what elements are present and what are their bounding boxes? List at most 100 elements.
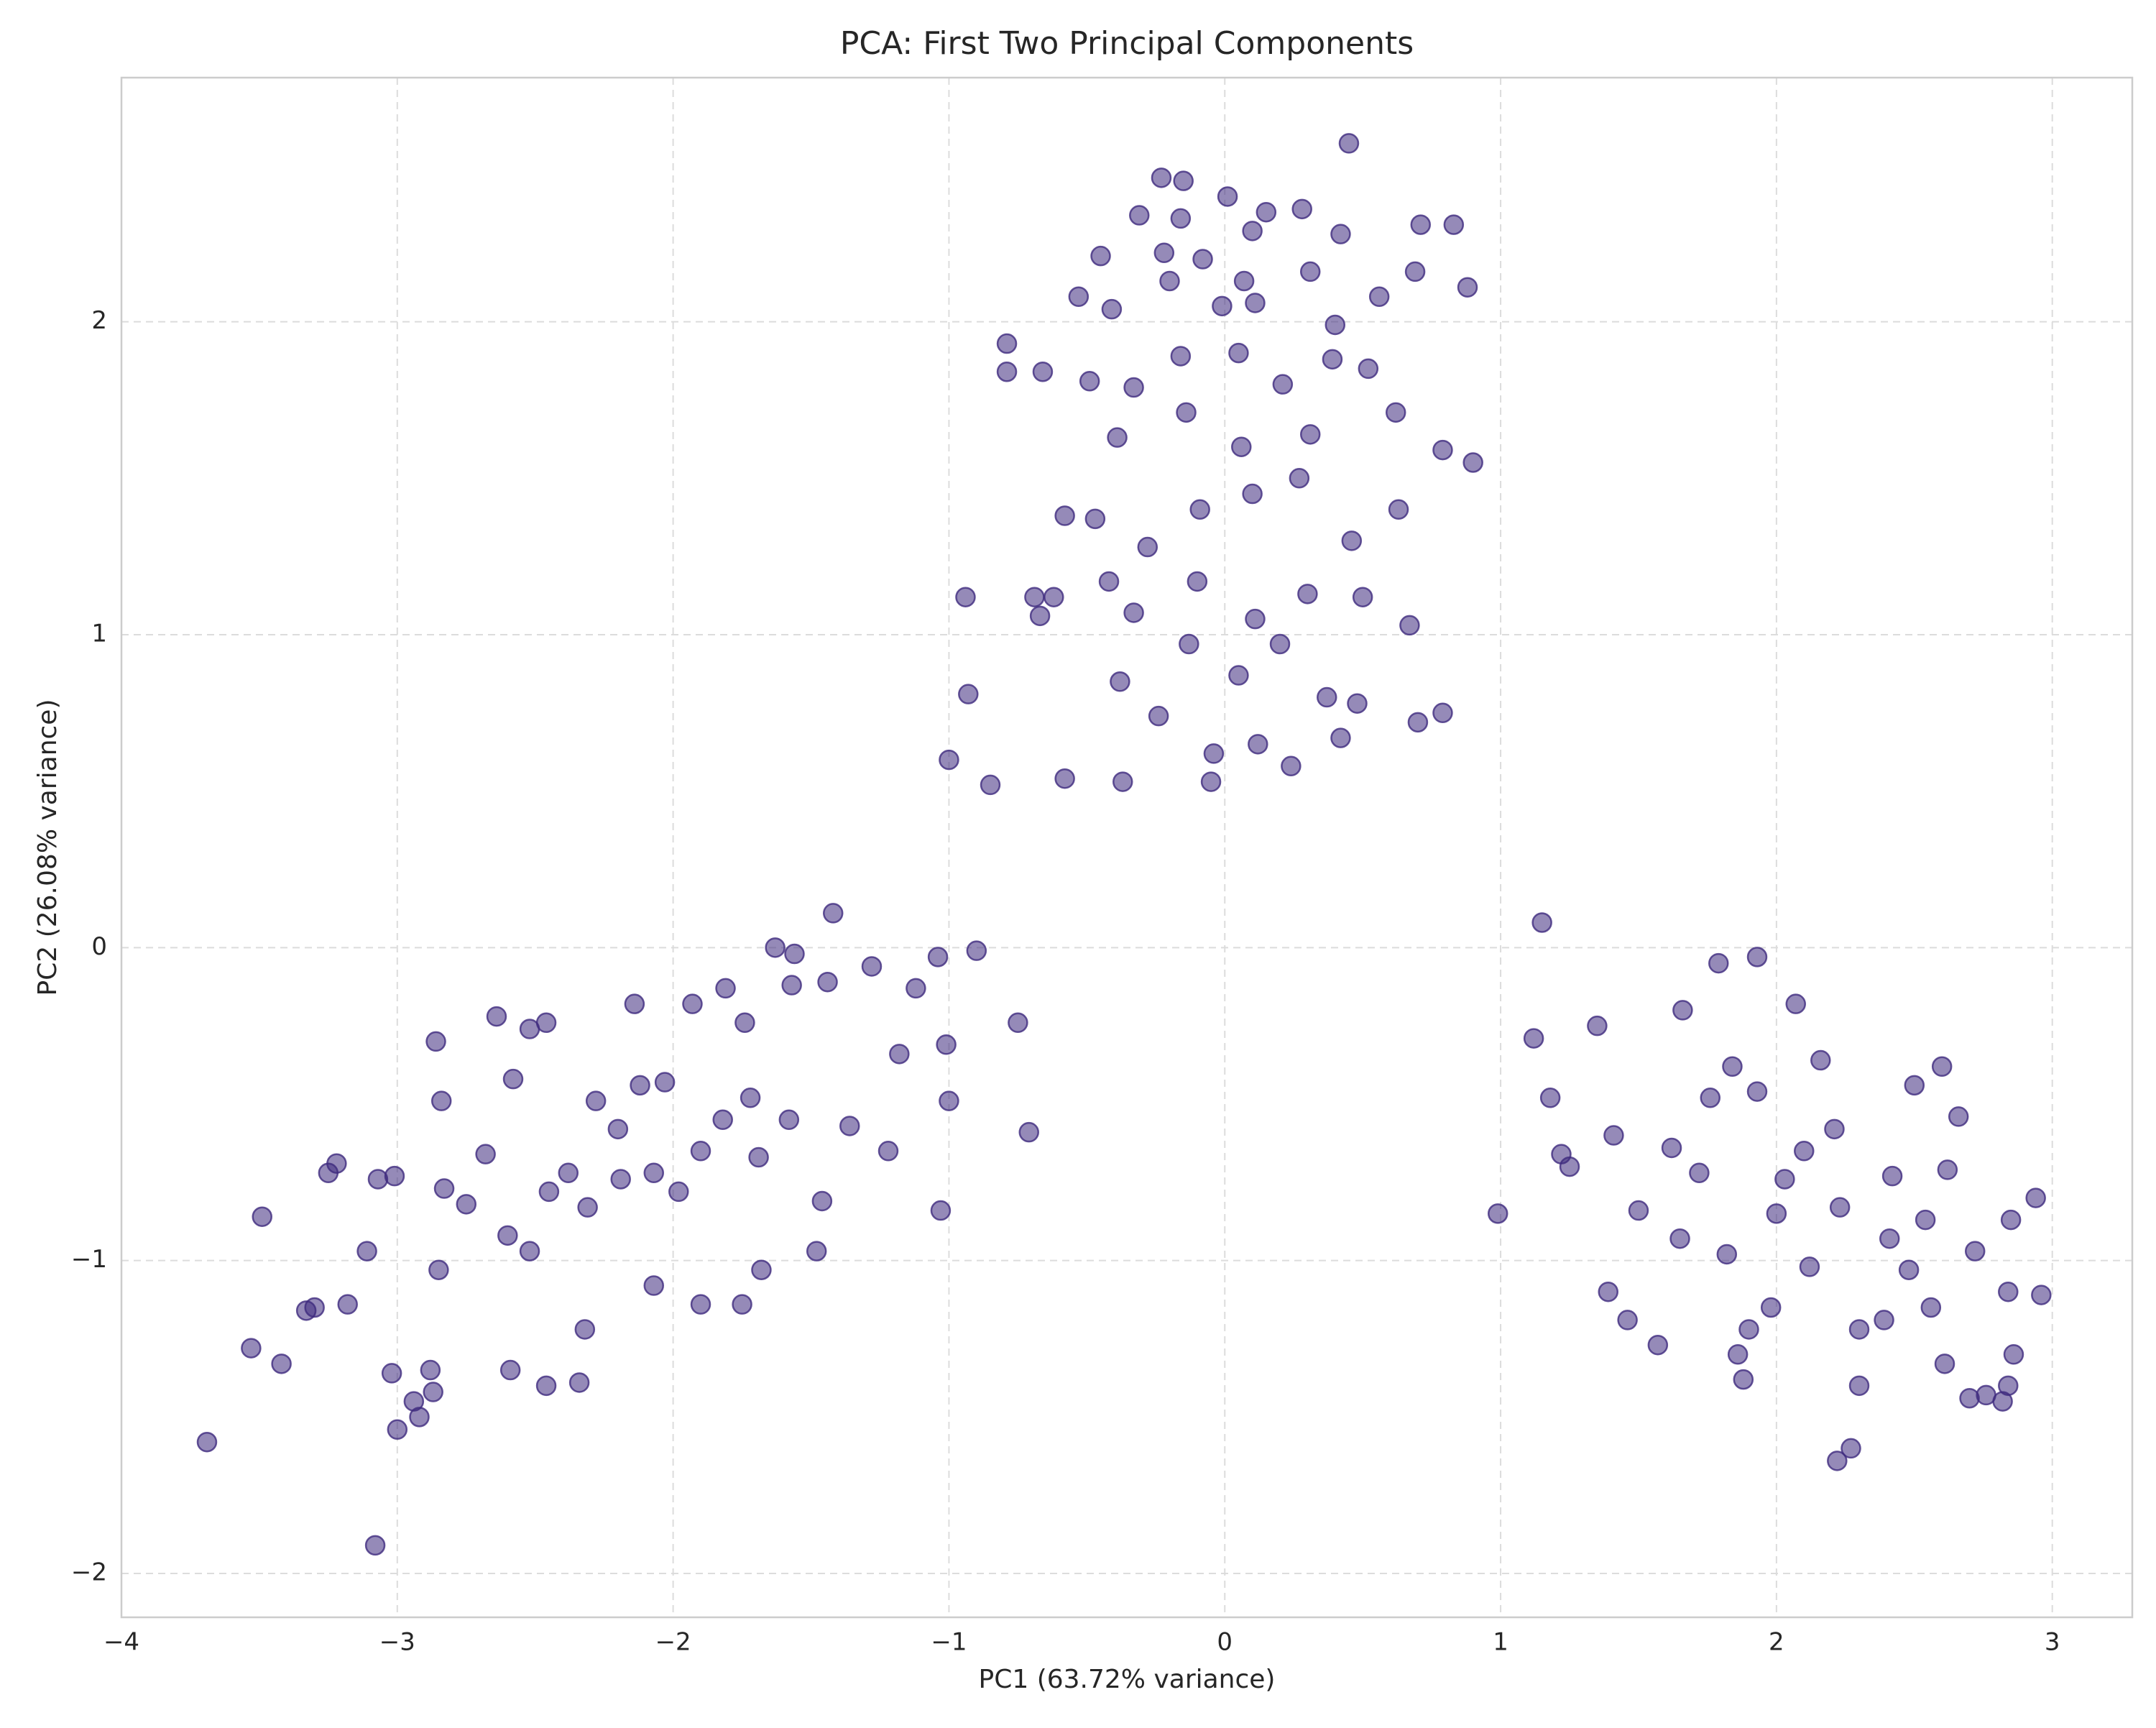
point [1008,1012,1028,1034]
point [1330,224,1351,244]
y-tick-label: −1 [71,1245,107,1274]
point [1079,371,1100,392]
point [1245,608,1266,630]
point [1018,1121,1039,1143]
point [877,1141,899,1162]
point [1068,286,1089,308]
point [1920,1297,1942,1318]
point [1129,205,1150,226]
point [1170,208,1192,229]
point [996,333,1018,354]
point [2025,1187,2046,1208]
x-tick-label: 0 [1217,1628,1233,1657]
x-tick-label: −2 [655,1628,691,1657]
point [690,1294,711,1315]
point [423,1382,443,1402]
point [1404,261,1426,282]
point [1179,633,1199,655]
point [430,1090,452,1111]
point [326,1153,347,1174]
point [1256,201,1277,223]
point [574,1319,596,1340]
point [1269,633,1291,655]
point [936,1034,957,1055]
x-tick-label: 3 [2045,1628,2060,1657]
point [939,1090,959,1111]
point [939,749,959,771]
point [1964,1241,1986,1261]
point [861,956,883,977]
point [668,1181,689,1203]
point [1746,1081,1768,1102]
point [1352,587,1373,607]
point [1829,1197,1851,1218]
point [364,1535,386,1556]
point [1647,1334,1669,1356]
point [1242,221,1263,242]
point [1272,374,1294,395]
point [607,1118,629,1140]
point [1824,1118,1845,1140]
point [196,1431,218,1453]
point [486,1006,507,1027]
point [535,1012,557,1034]
point [889,1044,910,1065]
point [1112,771,1133,792]
point [822,903,844,924]
point [2031,1284,2052,1305]
point [1123,602,1144,623]
point [1661,1137,1682,1159]
point [1881,1165,1903,1187]
point [1173,170,1194,191]
y-tick-label: 1 [91,619,107,648]
point [624,993,645,1014]
point [387,1419,408,1440]
point [715,978,736,999]
point [1727,1344,1749,1365]
point [1722,1056,1743,1077]
point [433,1178,455,1199]
point [955,587,976,607]
point [1799,1256,1820,1277]
point [1998,1375,2019,1397]
point [1297,584,1318,605]
point [356,1241,377,1261]
point [1248,734,1268,755]
point [1407,712,1429,733]
point [1760,1297,1782,1318]
point [811,1190,833,1212]
point [425,1031,446,1052]
point [1848,1375,1870,1397]
point [643,1275,665,1296]
point [712,1109,733,1131]
point [1766,1203,1787,1224]
point [1200,771,1222,792]
point [420,1359,441,1381]
point [1032,361,1054,382]
point [1708,952,1729,974]
point [1898,1259,1920,1280]
point [2000,1209,2022,1231]
point [538,1181,560,1203]
point [1110,671,1130,692]
point [1432,439,1453,461]
point [1628,1200,1649,1221]
point [1291,198,1312,220]
point [1998,1281,2019,1302]
point [1959,1387,1980,1409]
point [1559,1156,1580,1177]
point [1281,755,1302,777]
point [1203,743,1225,764]
point [1289,468,1310,489]
point [1733,1369,1754,1390]
point [568,1372,590,1393]
x-tick-label: 1 [1493,1628,1508,1657]
point [1137,536,1158,558]
x-tick-label: 2 [1769,1628,1784,1657]
point [1689,1162,1710,1184]
point [1700,1088,1721,1108]
point [1388,499,1409,520]
point [1443,214,1465,235]
point [1385,402,1406,423]
